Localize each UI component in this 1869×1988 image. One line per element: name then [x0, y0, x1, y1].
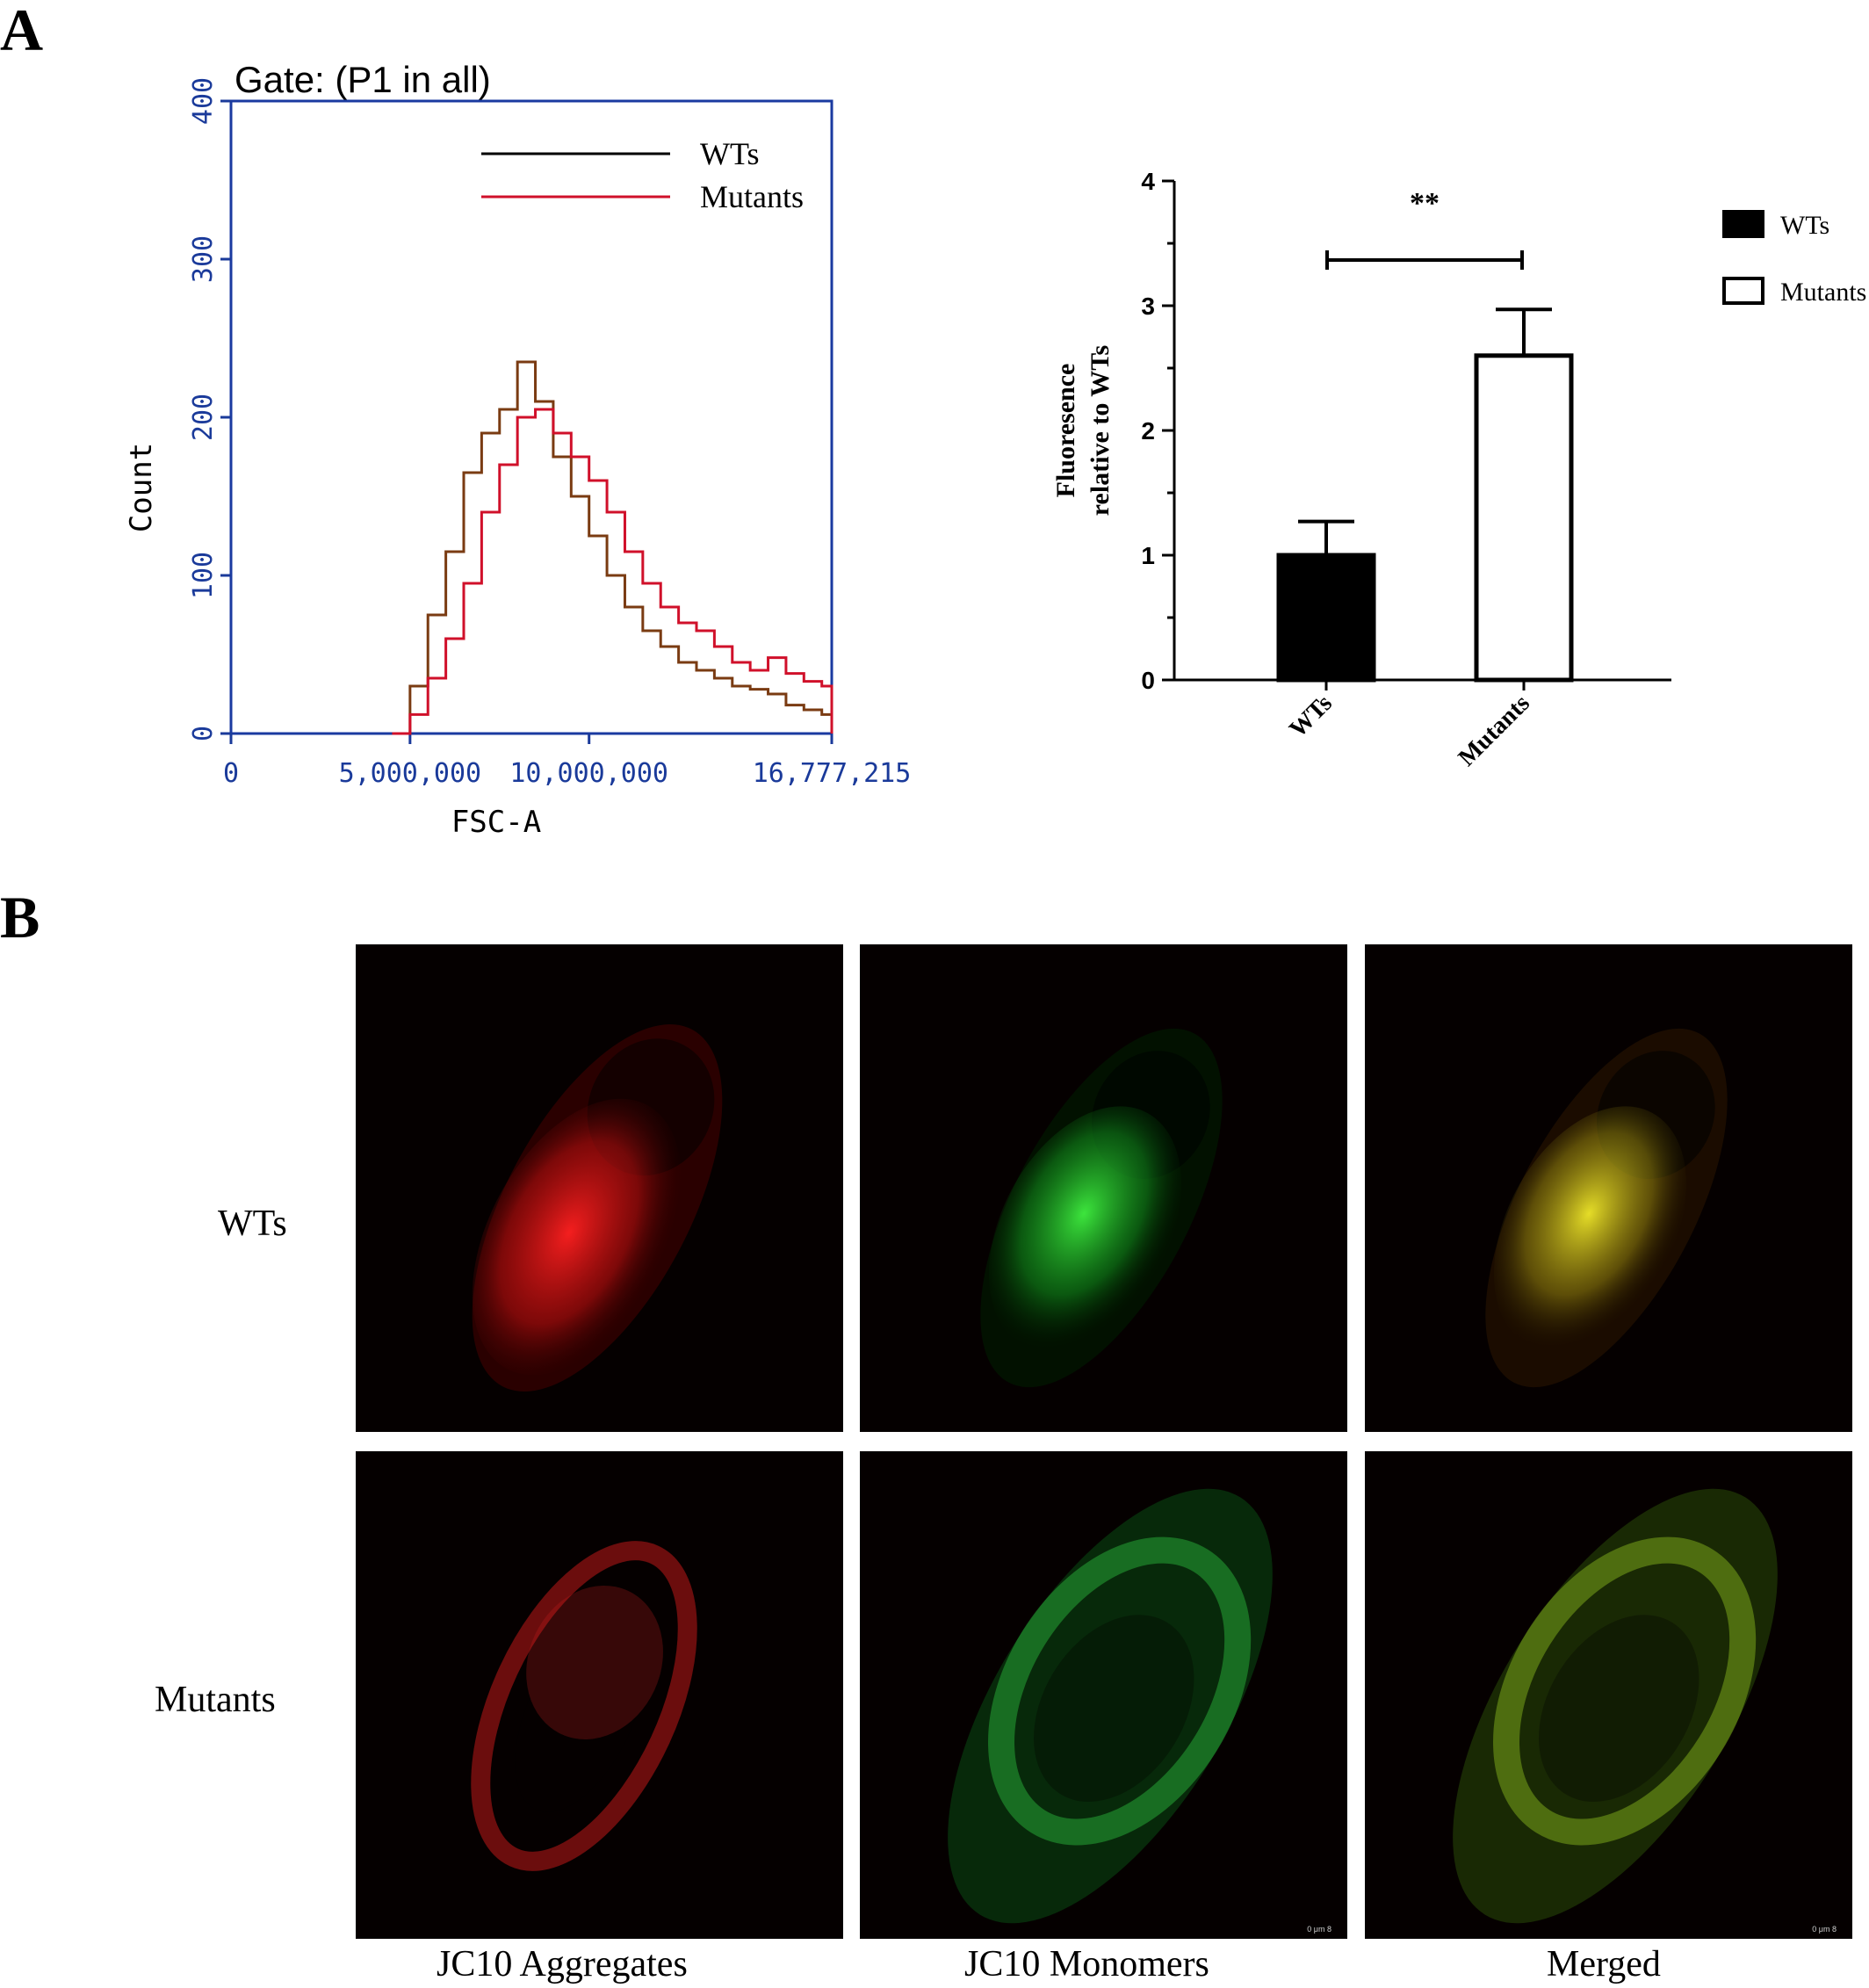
bar-chart: 0 1 2 3 4 Fluoresence relative to WTs WTs Mutant…: [1051, 168, 1866, 771]
y-axis-label: Count: [124, 443, 159, 532]
bar-mutants: [1474, 353, 1574, 683]
y-tick-label: 300: [188, 235, 219, 283]
y-tick-label: 0: [188, 726, 219, 741]
y-axis-label-line2: relative to WTs: [1086, 345, 1115, 516]
y-tick-label: 1: [1141, 542, 1155, 569]
legend-label: WTs: [700, 136, 759, 171]
y-tick-label: 400: [188, 77, 219, 125]
micrograph-wts-aggregates: [356, 944, 843, 1432]
y-tick-label: 100: [188, 552, 219, 599]
x-tick-label: 10,000,000: [509, 758, 668, 789]
significance-annotation: **: [1410, 187, 1440, 220]
legend-label: Mutants: [1780, 278, 1866, 307]
legend-swatch: [1722, 210, 1764, 238]
x-tick-label: WTs: [1284, 690, 1338, 743]
micrograph-wts-merged: [1365, 944, 1852, 1432]
y-tick-label: 2: [1141, 417, 1155, 445]
panel-label-b: B: [0, 884, 40, 951]
x-tick-label: 0: [223, 758, 239, 789]
legend-swatch: [1722, 277, 1764, 305]
chart-title: Gate: (P1 in all): [235, 59, 491, 100]
col-label-aggregates: JC10 Aggregates: [437, 1944, 688, 1984]
bar-wts: [1276, 553, 1376, 683]
y-axis-label-line1: Fluoresence: [1051, 364, 1080, 498]
x-tick-label: 16,777,215: [753, 758, 912, 789]
micrograph-wts-monomers: [860, 944, 1347, 1432]
y-tick-label: 3: [1141, 293, 1155, 320]
y-tick-label: 4: [1141, 168, 1155, 195]
row-label-mutants: Mutants: [155, 1680, 276, 1720]
col-label-merged: Merged: [1547, 1944, 1661, 1984]
scale-bar: 0 μm 8: [1307, 1925, 1331, 1934]
legend-label: Mutants: [700, 179, 804, 214]
micrograph-mutants-aggregates: [356, 1451, 843, 1939]
x-tick-label: 5,000,000: [339, 758, 482, 789]
histogram-chart: 0 100 200 300 400 0 5,000,000 10,000,000 16,777,…: [124, 59, 911, 840]
x-axis-label: FSC-A: [451, 805, 541, 840]
micrograph-mutants-monomers: 0 μm 8: [860, 1451, 1347, 1939]
scale-bar: 0 μm 8: [1812, 1925, 1837, 1934]
series-line-wts: [392, 360, 833, 735]
legend-label: WTs: [1780, 211, 1829, 240]
micrograph-mutants-merged: 0 μm 8: [1365, 1451, 1852, 1939]
y-tick-label: 200: [188, 394, 219, 441]
panel-label-a: A: [0, 0, 44, 63]
y-tick-label: 0: [1141, 667, 1155, 694]
row-label-wts: WTs: [218, 1204, 287, 1244]
chart-figure: 0 100 200 300 400 0 5,000,000 10,000,000 16,777,…: [124, 59, 1866, 840]
col-label-monomers: JC10 Monomers: [964, 1944, 1209, 1984]
x-tick-label: Mutants: [1454, 690, 1535, 771]
series-line-mutants: [392, 408, 833, 735]
